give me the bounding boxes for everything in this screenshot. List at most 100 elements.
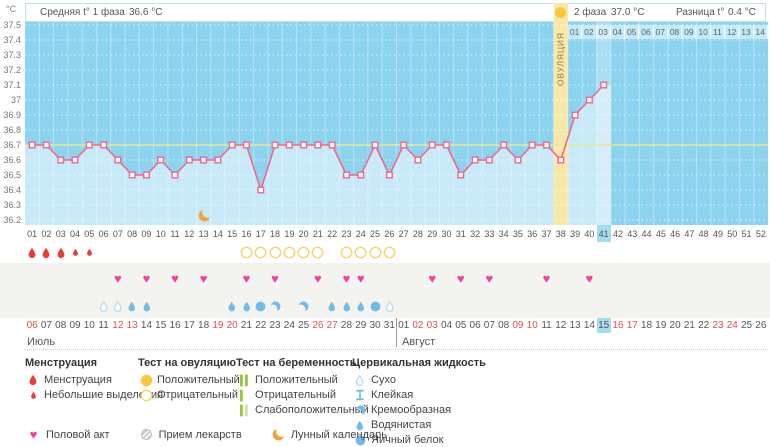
cycle-day-cell[interactable]: 01 — [27, 228, 38, 239]
cycle-day-cell[interactable]: 50 — [727, 228, 738, 239]
date-cell[interactable]: 17 — [626, 320, 638, 331]
date-cell[interactable]: 03 — [426, 320, 438, 331]
cycle-day-cell[interactable]: 35 — [512, 228, 523, 239]
date-cell[interactable]: 26 — [755, 320, 767, 331]
cycle-day-cell[interactable]: 37 — [541, 228, 552, 239]
cycle-day-cell[interactable]: 26 — [384, 228, 395, 239]
cycle-day-cell[interactable]: 19 — [284, 228, 295, 239]
date-cell[interactable]: 24 — [283, 320, 295, 331]
cycle-day-cell[interactable]: 25 — [370, 228, 381, 239]
cycle-day-cell[interactable]: 18 — [270, 228, 281, 239]
date-cell[interactable]: 07 — [483, 320, 495, 331]
cycle-day-cell[interactable]: 33 — [484, 228, 495, 239]
cycle-day-cell[interactable]: 29 — [427, 228, 438, 239]
date-cell[interactable]: 15 — [596, 318, 611, 333]
date-cell[interactable]: 18 — [198, 320, 210, 331]
cycle-day-cell[interactable]: 24 — [355, 228, 366, 239]
cycle-day-cell[interactable]: 51 — [741, 228, 752, 239]
cycle-day-cell[interactable]: 10 — [155, 228, 166, 239]
cycle-day-cell[interactable]: 40 — [584, 228, 595, 239]
date-cell[interactable]: 16 — [612, 320, 624, 331]
cycle-day-cell[interactable]: 20 — [298, 228, 309, 239]
date-cell[interactable]: 12 — [112, 320, 124, 331]
cycle-day-cell[interactable]: 39 — [570, 228, 581, 239]
cycle-day-cell[interactable]: 32 — [470, 228, 481, 239]
date-cell[interactable]: 21 — [240, 320, 253, 331]
date-cell[interactable]: 23 — [269, 320, 281, 331]
cycle-day-cell[interactable]: 47 — [684, 228, 695, 239]
date-cell[interactable]: 21 — [683, 320, 695, 331]
cycle-day-cell[interactable]: 09 — [141, 228, 152, 239]
date-cell[interactable]: 24 — [726, 320, 738, 331]
cycle-day-cell[interactable]: 07 — [112, 228, 123, 239]
cycle-day-cell[interactable]: 13 — [198, 228, 209, 239]
date-cell[interactable]: 19 — [655, 320, 667, 331]
date-cell[interactable]: 18 — [640, 320, 653, 331]
cycle-day-cell[interactable]: 14 — [212, 228, 223, 239]
date-cell[interactable]: 13 — [569, 320, 581, 331]
cycle-day-cell[interactable]: 15 — [227, 228, 238, 239]
cycle-day-cell[interactable]: 38 — [555, 228, 566, 239]
cycle-day-cell[interactable]: 45 — [655, 228, 666, 239]
date-cell[interactable]: 01 — [398, 320, 410, 331]
date-cell[interactable]: 07 — [40, 320, 52, 331]
date-cell[interactable]: 29 — [355, 320, 367, 331]
date-cell[interactable]: 09 — [512, 320, 524, 331]
date-cell[interactable]: 25 — [741, 320, 753, 331]
cycle-day-cell[interactable]: 48 — [698, 228, 709, 239]
cycle-day-cell[interactable]: 11 — [170, 228, 180, 239]
date-cell[interactable]: 14 — [583, 320, 595, 331]
date-cell[interactable]: 10 — [526, 320, 538, 331]
cycle-day-cell[interactable]: 43 — [627, 228, 638, 239]
cycle-day-cell[interactable]: 04 — [69, 228, 80, 239]
cycle-day-cell[interactable]: 44 — [641, 228, 652, 239]
cycle-day-cell[interactable]: 27 — [398, 228, 409, 239]
cycle-day-cell[interactable]: 42 — [612, 228, 623, 239]
date-cell[interactable]: 28 — [340, 320, 353, 331]
date-cell[interactable]: 30 — [369, 320, 381, 331]
date-cell[interactable]: 22 — [698, 320, 710, 331]
date-cell[interactable]: 22 — [255, 320, 267, 331]
date-cell[interactable]: 08 — [498, 320, 510, 331]
date-cell[interactable]: 16 — [169, 320, 181, 331]
date-cell[interactable]: 02 — [412, 320, 424, 331]
temperature-plot[interactable]: ОВУЛЯЦИЯ — [25, 22, 768, 225]
date-cell[interactable]: 20 — [669, 320, 681, 331]
date-cell[interactable]: 06 — [26, 320, 38, 331]
date-cell[interactable]: 19 — [212, 320, 224, 331]
cycle-day-cell[interactable]: 31 — [455, 228, 466, 239]
cycle-day-cell[interactable]: 16 — [241, 228, 252, 239]
date-cell[interactable]: 09 — [69, 320, 81, 331]
date-cell[interactable]: 15 — [155, 320, 167, 331]
cycle-day-cell[interactable]: 17 — [255, 228, 266, 239]
date-cell[interactable]: 26 — [312, 320, 324, 331]
cycle-day-cell[interactable]: 03 — [55, 228, 66, 239]
date-cell[interactable]: 10 — [83, 320, 95, 331]
cycle-day-cell[interactable]: 30 — [441, 228, 452, 239]
cycle-day-cell[interactable]: 06 — [98, 228, 109, 239]
date-cell[interactable]: 08 — [55, 320, 67, 331]
date-cell[interactable]: 31 — [383, 320, 395, 331]
date-cell[interactable]: 06 — [469, 320, 481, 331]
cycle-day-cell[interactable]: 52 — [755, 228, 766, 239]
date-cell[interactable]: 12 — [555, 320, 567, 331]
date-cell[interactable]: 17 — [183, 320, 195, 331]
date-cell[interactable]: 20 — [226, 320, 238, 331]
cycle-day-cell[interactable]: 28 — [412, 228, 423, 239]
cycle-day-cell[interactable]: 41 — [596, 225, 611, 242]
cycle-day-cell[interactable]: 36 — [527, 228, 538, 239]
date-cell[interactable]: 13 — [126, 320, 138, 331]
date-cell[interactable]: 14 — [140, 320, 152, 331]
cycle-day-cell[interactable]: 23 — [341, 228, 352, 239]
date-cell[interactable]: 11 — [541, 320, 552, 331]
cycle-day-cell[interactable]: 02 — [41, 228, 52, 239]
cycle-day-cell[interactable]: 22 — [327, 228, 338, 239]
date-cell[interactable]: 25 — [298, 320, 310, 331]
date-cell[interactable]: 27 — [326, 320, 338, 331]
date-cell[interactable]: 05 — [455, 320, 467, 331]
cycle-day-cell[interactable]: 34 — [498, 228, 509, 239]
cycle-day-cell[interactable]: 49 — [712, 228, 723, 239]
date-cell[interactable]: 11 — [98, 320, 109, 331]
date-cell[interactable]: 23 — [712, 320, 724, 331]
cycle-day-cell[interactable]: 21 — [312, 228, 323, 239]
